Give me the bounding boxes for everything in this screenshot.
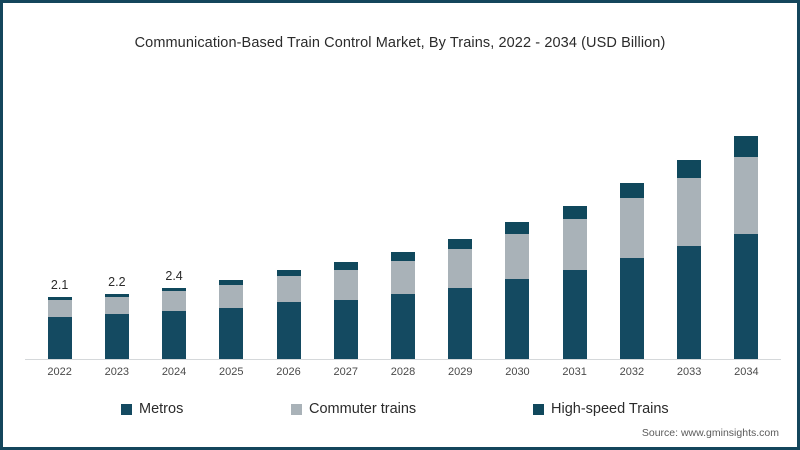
x-tick-label: 2025 bbox=[219, 366, 244, 378]
bar-group bbox=[276, 269, 301, 359]
bar-value-label: 2.4 bbox=[165, 268, 183, 283]
bar-segment-commuter-trains bbox=[162, 290, 187, 312]
bar-segment-high-speed-trains bbox=[677, 159, 702, 178]
bar-segment-high-speed-trains bbox=[276, 269, 301, 276]
x-tick-label: 2023 bbox=[104, 366, 130, 378]
legend-swatch-icon bbox=[291, 403, 302, 415]
source-note: Source: www.gminsights.com bbox=[641, 427, 779, 439]
bar-segment-high-speed-trains bbox=[219, 280, 244, 285]
bar-segment-metros bbox=[448, 287, 473, 359]
bar-segment-high-speed-trains bbox=[333, 262, 358, 270]
legend-item-high-speed-trains[interactable]: High-speed Trains bbox=[533, 397, 669, 421]
bar-segment-metros bbox=[619, 257, 644, 359]
bar-segment-metros bbox=[677, 245, 702, 359]
x-tick-label: 2027 bbox=[333, 366, 358, 378]
bar-segment-metros bbox=[391, 293, 415, 359]
bar-segment-metros bbox=[276, 302, 301, 359]
bar-segment-commuter-trains bbox=[104, 296, 129, 315]
bar-stack bbox=[619, 183, 644, 359]
bar-segment-commuter-trains bbox=[505, 234, 530, 279]
bar-stack bbox=[162, 287, 187, 359]
bar-stack bbox=[276, 269, 301, 359]
legend-item-metros[interactable]: Metros bbox=[121, 397, 183, 421]
x-axis-tick-labels: 2022 2023 2024 2025 2026 2027 2028 2029 2030 2031… bbox=[31, 366, 775, 384]
x-tick-label: 2034 bbox=[734, 366, 759, 378]
x-tick-label: 2030 bbox=[505, 366, 530, 378]
bar-segment-high-speed-trains bbox=[391, 251, 415, 261]
bar-group: 2.2 bbox=[104, 275, 129, 359]
bar-segment-high-speed-trains bbox=[448, 238, 473, 249]
bar-stack bbox=[333, 262, 358, 359]
bar-segment-metros bbox=[47, 317, 72, 359]
bar-segment-metros bbox=[505, 278, 530, 359]
x-tick-label: 2033 bbox=[676, 366, 702, 378]
x-tick-label: 2028 bbox=[390, 366, 416, 378]
bar-stack bbox=[677, 159, 702, 359]
bar-segment-high-speed-trains bbox=[505, 222, 530, 235]
bar-group: 2.1 bbox=[47, 278, 72, 359]
x-tick-label: 2022 bbox=[47, 366, 72, 378]
bar-segment-high-speed-trains bbox=[104, 293, 129, 297]
bar-stack bbox=[219, 280, 244, 359]
bar-group bbox=[562, 205, 587, 359]
bar-group bbox=[391, 251, 415, 359]
bar-stack bbox=[391, 251, 415, 359]
bar-segment-high-speed-trains bbox=[619, 183, 644, 199]
bar-segment-commuter-trains bbox=[276, 275, 301, 303]
bar-stack bbox=[562, 205, 587, 359]
x-tick-label: 2032 bbox=[619, 366, 645, 378]
bar-value-label: 2.1 bbox=[50, 277, 69, 292]
bar-segment-commuter-trains bbox=[562, 219, 587, 270]
legend-label: Metros bbox=[139, 401, 184, 417]
bar-stack bbox=[505, 222, 530, 359]
bar-group bbox=[505, 222, 530, 359]
bar-value-label: 2.2 bbox=[108, 274, 126, 289]
bar-segment-commuter-trains bbox=[333, 269, 358, 300]
bar-group bbox=[734, 135, 759, 359]
plot-area: 2.1 2.2 2.4 bbox=[31, 115, 775, 359]
bar-segment-commuter-trains bbox=[677, 177, 702, 246]
legend-swatch-icon bbox=[121, 403, 132, 415]
legend-label: Commuter trains bbox=[309, 401, 417, 417]
chart-title: Communication-Based Train Control Market… bbox=[134, 35, 666, 51]
legend-item-commuter-trains[interactable]: Commuter trains bbox=[291, 397, 416, 421]
bar-stack bbox=[104, 293, 129, 359]
bar-segment-high-speed-trains bbox=[47, 296, 72, 300]
bar-segment-commuter-trains bbox=[219, 284, 244, 309]
bar-group bbox=[219, 280, 244, 359]
bar-stack bbox=[448, 238, 473, 359]
x-tick-label: 2031 bbox=[562, 366, 587, 378]
bar-segment-metros bbox=[162, 311, 187, 359]
bar-segment-high-speed-trains bbox=[162, 287, 187, 291]
bar-segment-commuter-trains bbox=[734, 156, 759, 235]
bar-segment-commuter-trains bbox=[391, 260, 415, 294]
bar-group bbox=[333, 262, 358, 359]
x-tick-label: 2026 bbox=[276, 366, 301, 378]
bar-stack bbox=[47, 296, 72, 359]
x-axis-line bbox=[25, 359, 781, 360]
bar-group: 2.4 bbox=[162, 269, 187, 359]
x-tick-label: 2024 bbox=[161, 366, 187, 378]
legend-label: High-speed Trains bbox=[551, 401, 669, 417]
bar-segment-high-speed-trains bbox=[562, 205, 587, 220]
bar-segment-commuter-trains bbox=[47, 299, 72, 318]
chart-legend: Metros Commuter trains High-speed Trains bbox=[3, 397, 797, 421]
bar-segment-commuter-trains bbox=[619, 198, 644, 258]
bar-group bbox=[448, 238, 473, 359]
bar-segment-high-speed-trains bbox=[734, 135, 759, 157]
bar-segment-metros bbox=[734, 234, 759, 359]
bar-segment-metros bbox=[219, 308, 244, 359]
bar-segment-metros bbox=[333, 299, 358, 359]
bar-group bbox=[677, 159, 702, 359]
bar-stack bbox=[734, 135, 759, 359]
bar-segment-metros bbox=[104, 314, 129, 359]
bar-segment-metros bbox=[562, 269, 587, 359]
x-tick-label: 2029 bbox=[447, 366, 473, 378]
bar-group bbox=[619, 183, 644, 359]
bar-segment-commuter-trains bbox=[448, 248, 473, 288]
legend-swatch-icon bbox=[533, 403, 544, 415]
